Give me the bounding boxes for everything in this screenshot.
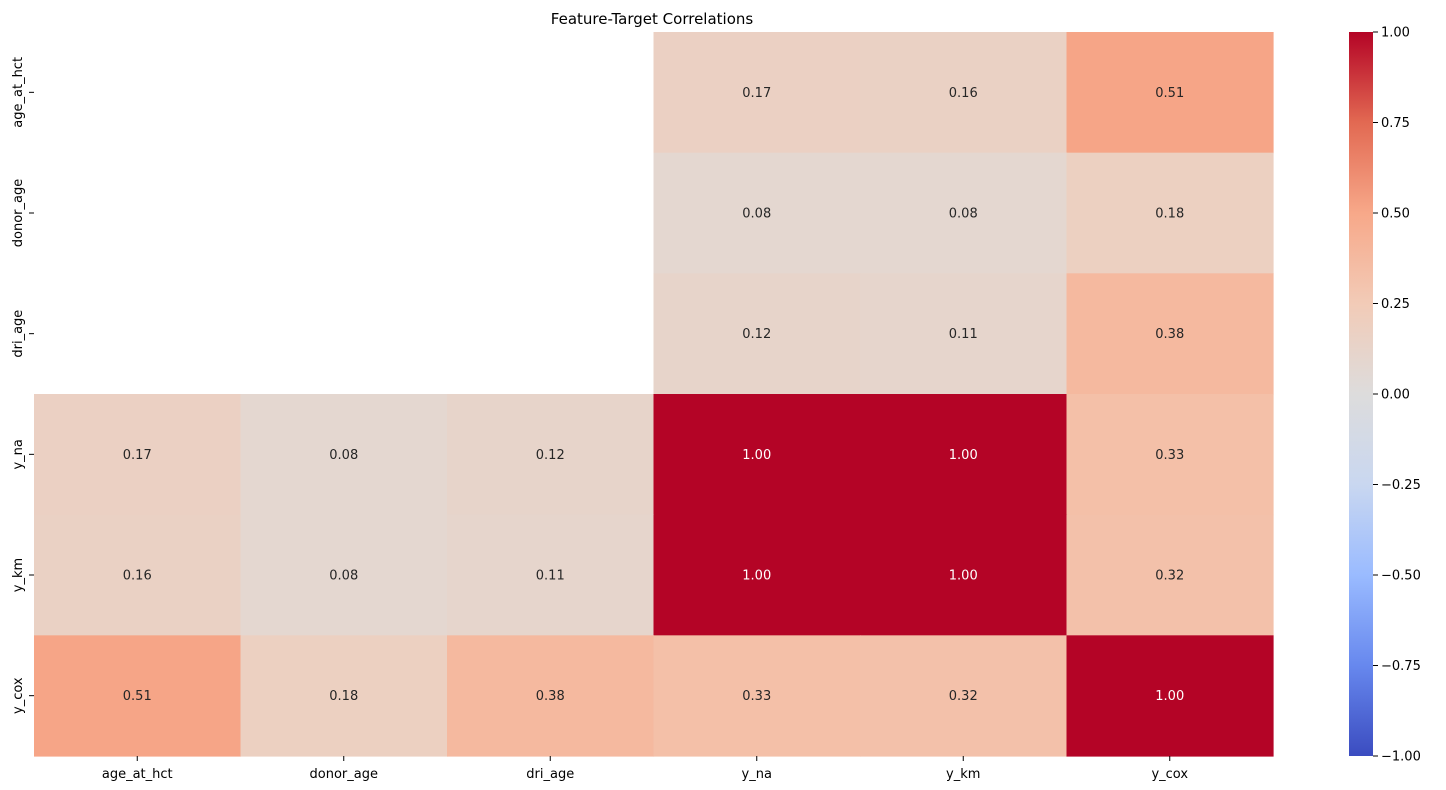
y-tick-label: y_cox [11,677,26,714]
cell-value-label: 0.17 [123,448,152,463]
cell-value-label: 1.00 [742,569,771,584]
cell-value-label: 1.00 [949,448,978,463]
heatmap-cell [653,273,861,395]
heatmap-cell [653,394,861,516]
heatmap-cell [1066,32,1274,154]
colorbar-ticks: 1.00 0.75 0.50 0.25 0.00 −0.25 −0.50 −0.75 −1.00 [1373,26,1421,765]
colorbar-tick-label: −0.50 [1381,569,1421,584]
cell-value-label: 0.12 [742,327,771,342]
heatmap-cell [860,32,1068,154]
heatmap-cell [1066,152,1274,274]
heatmap-cell [653,514,861,636]
colorbar-tick-label: −1.00 [1381,750,1421,765]
heatmap-cell [1066,635,1274,757]
cell-value-label: 0.18 [1155,207,1184,222]
cell-value-label: 0.11 [536,569,565,584]
chart-title: Feature-Target Correlations [551,10,754,28]
x-tick-label: donor_age [310,767,378,782]
heatmap-cell [1066,273,1274,395]
cell-value-label: 1.00 [1155,689,1184,704]
heatmap-cell [860,514,1068,636]
heatmap-cell [240,394,448,516]
colorbar-tick-label: 0.50 [1381,207,1410,222]
heatmap-cell [860,273,1068,395]
heatmap-cell [860,394,1068,516]
cell-value-label: 0.38 [536,689,565,704]
cell-value-label: 0.16 [949,86,978,101]
colorbar-tick-label: −0.75 [1381,659,1421,674]
cell-value-label: 1.00 [742,448,771,463]
heatmap-cell [447,514,655,636]
y-tick-label: y_km [11,558,26,592]
heatmap-cell [653,152,861,274]
cell-value-label: 0.38 [1155,327,1184,342]
x-tick-label: age_at_hct [102,767,173,782]
heatmap-cell [653,32,861,154]
cell-value-label: 0.08 [949,207,978,222]
x-tick-label: y_km [946,767,980,782]
cell-value-label: 0.11 [949,327,978,342]
heatmap-cell [240,514,448,636]
heatmap-cells: 0.17 0.16 0.51 0.08 0.08 0.18 0.12 0.11 0.38 0.17… [34,32,1274,757]
colorbar-tick-label: 1.00 [1381,26,1410,41]
cell-value-label: 1.00 [949,569,978,584]
x-axis: age_at_hct donor_age dri_age y_na y_km y_cox [102,756,1188,782]
heatmap-cell [1066,394,1274,516]
colorbar-gradient [1349,32,1373,756]
cell-value-label: 0.08 [742,207,771,222]
cell-value-label: 0.32 [1155,569,1184,584]
cell-value-label: 0.32 [949,689,978,704]
heatmap-cell [447,394,655,516]
cell-value-label: 0.33 [1155,448,1184,463]
heatmap-cell [653,635,861,757]
cell-value-label: 0.16 [123,569,152,584]
cell-value-label: 0.12 [536,448,565,463]
y-tick-label: dri_age [11,310,26,358]
x-tick-label: dri_age [526,767,574,782]
cell-value-label: 0.08 [329,448,358,463]
heatmap-cell [34,635,242,757]
heatmap-cell [860,152,1068,274]
colorbar: 1.00 0.75 0.50 0.25 0.00 −0.25 −0.50 −0.75 −1.00 [1349,26,1421,765]
heatmap-cell [1066,514,1274,636]
y-tick-label: y_na [11,439,26,469]
y-tick-label: age_at_hct [11,57,26,128]
colorbar-tick-label: 0.00 [1381,388,1410,403]
cell-value-label: 0.51 [123,689,152,704]
y-axis: age_at_hct donor_age dri_age y_na y_km y_cox [11,57,34,714]
x-tick-label: y_cox [1151,767,1188,782]
x-tick-label: y_na [742,767,772,782]
heatmap-cell [240,635,448,757]
heatmap-cell [34,394,242,516]
cell-value-label: 0.51 [1155,86,1184,101]
cell-value-label: 0.08 [329,569,358,584]
colorbar-tick-label: 0.25 [1381,297,1410,312]
cell-value-label: 0.18 [329,689,358,704]
heatmap-cell [34,514,242,636]
colorbar-tick-label: −0.25 [1381,478,1421,493]
heatmap-cell [447,635,655,757]
cell-value-label: 0.17 [742,86,771,101]
colorbar-tick-label: 0.75 [1381,116,1410,131]
cell-value-label: 0.33 [742,689,771,704]
y-tick-label: donor_age [11,179,26,247]
heatmap-cell [860,635,1068,757]
